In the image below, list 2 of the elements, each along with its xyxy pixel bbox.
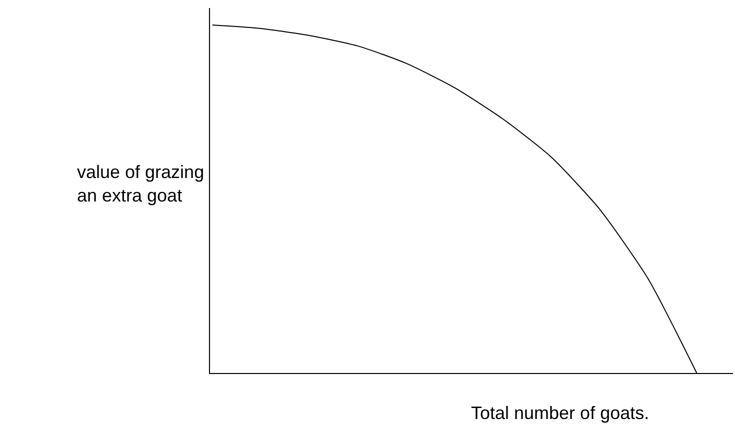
y-axis-title: value of grazing an extra goat bbox=[77, 162, 204, 206]
x-axis-title: Total number of goats. bbox=[471, 403, 650, 423]
